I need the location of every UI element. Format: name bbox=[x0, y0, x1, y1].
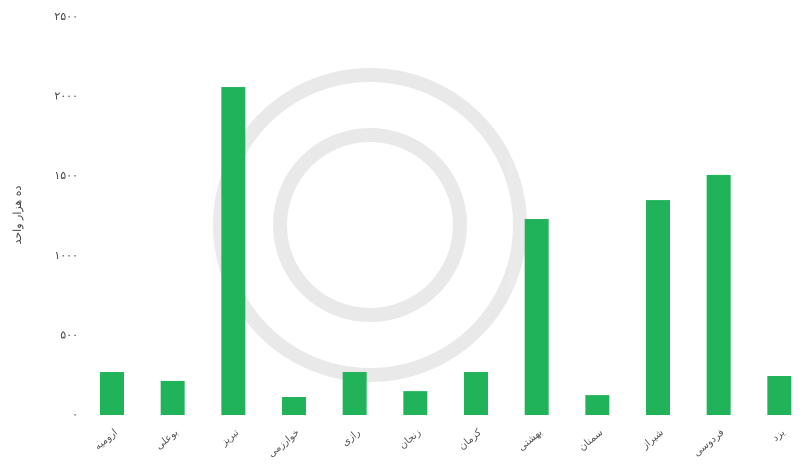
bar bbox=[646, 200, 670, 415]
y-tick-label: ۰ bbox=[72, 408, 78, 421]
x-tick-label: تبریز bbox=[218, 427, 241, 449]
x-tick-label: زنجان bbox=[397, 427, 423, 451]
y-axis-title: ده هزار واحد bbox=[11, 185, 24, 244]
bar bbox=[706, 174, 731, 415]
watermark-ring bbox=[213, 68, 527, 382]
bar bbox=[342, 372, 367, 415]
bar bbox=[221, 87, 246, 415]
bar bbox=[585, 395, 610, 415]
y-tick-label: ۵۰۰ bbox=[60, 328, 78, 341]
x-tick-label: سمنان bbox=[577, 427, 605, 453]
x-tick-label: کرمان bbox=[457, 427, 484, 452]
bar bbox=[160, 380, 185, 415]
y-tick-label: ۲۵۰۰ bbox=[54, 10, 78, 23]
watermark-ring bbox=[273, 128, 467, 322]
x-tick-label: خوارزمی bbox=[266, 427, 302, 460]
bar bbox=[464, 372, 488, 415]
watermark bbox=[213, 68, 527, 382]
y-tick-label: ۱۵۰۰ bbox=[54, 169, 78, 182]
x-tick-label: فردوسی bbox=[692, 427, 727, 459]
x-tick-label: بهشتی bbox=[516, 427, 544, 453]
x-tick-label: رازی bbox=[340, 427, 363, 449]
bar bbox=[524, 219, 549, 415]
bar bbox=[100, 372, 124, 415]
y-tick-label: ۲۰۰۰ bbox=[54, 90, 78, 103]
y-tick-label: ۱۰۰۰ bbox=[54, 249, 78, 262]
bar bbox=[767, 375, 792, 415]
x-tick-label: شیراز bbox=[639, 427, 666, 452]
bar bbox=[403, 391, 428, 415]
bar bbox=[282, 397, 306, 415]
x-tick-label: ارومیه bbox=[93, 427, 120, 452]
x-tick-label: یزد bbox=[770, 427, 787, 444]
x-tick-label: بوعلی bbox=[154, 427, 181, 452]
